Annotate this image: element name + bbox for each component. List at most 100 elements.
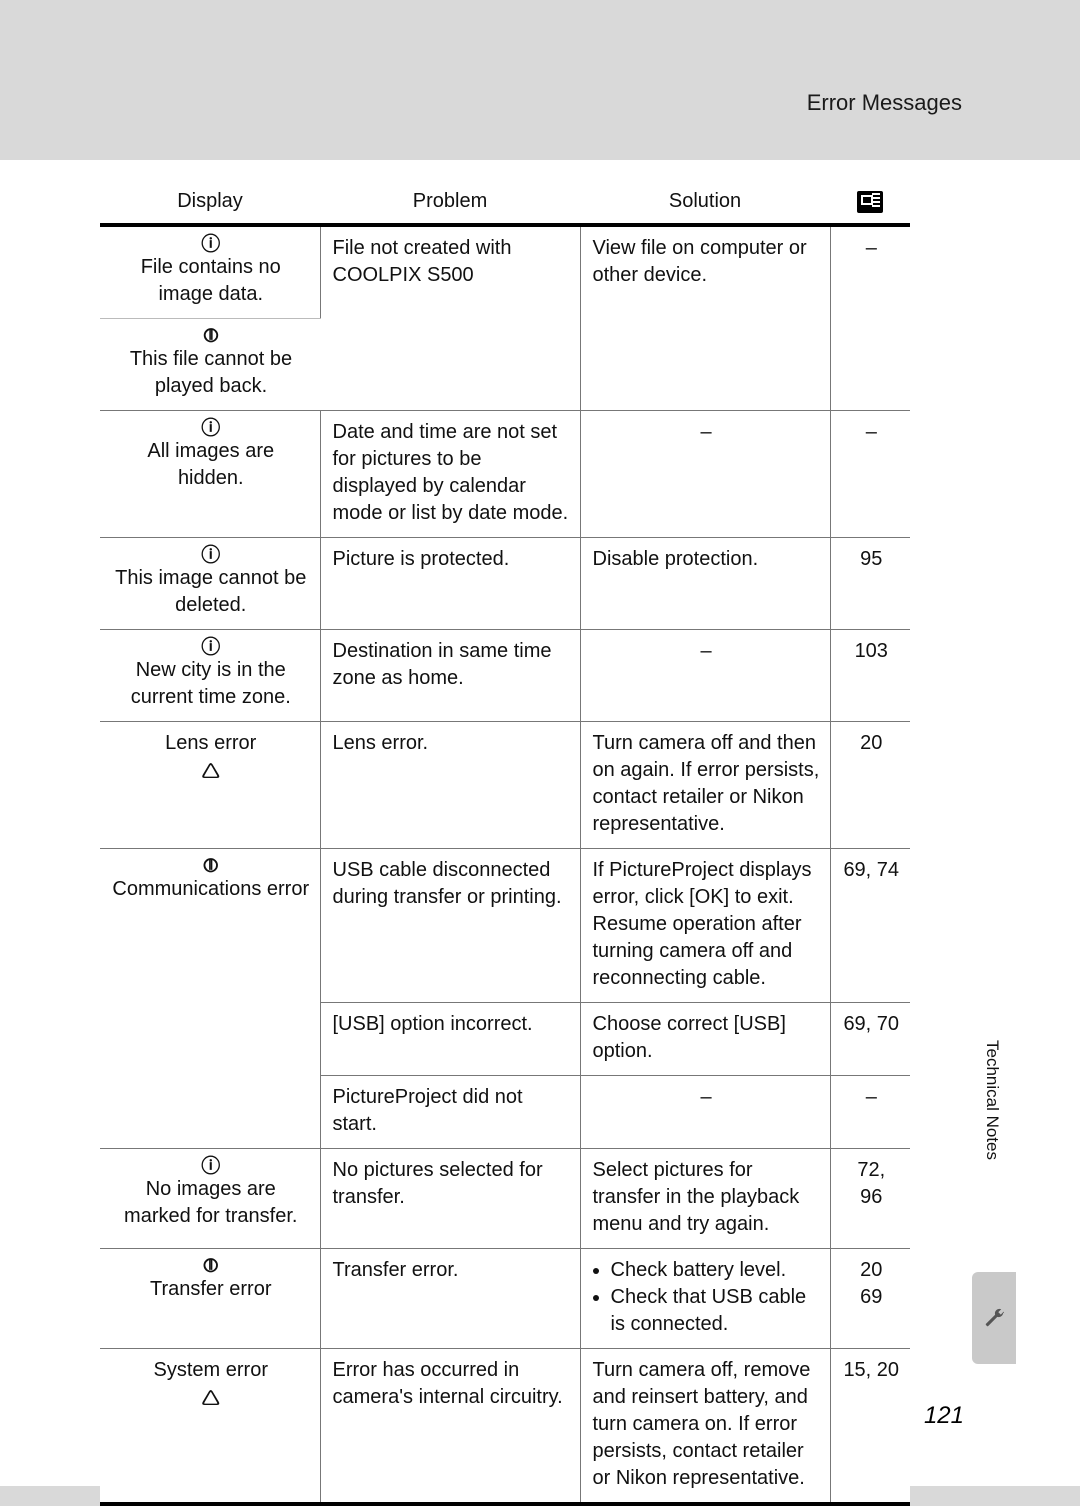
clock-icon [112,327,310,346]
table-row: System error Error has occurred in camer… [100,1349,910,1505]
ref-text: 103 [855,640,888,662]
solution-text: View file on computer or other device. [593,237,807,286]
ref-text: 69, 70 [843,1013,899,1035]
problem-text: Date and time are not set for pictures t… [333,421,569,524]
ref-cell: – [830,1076,910,1149]
problem-cell: Error has occurred in camera's internal … [320,1349,580,1505]
ref-text: 72, 96 [857,1159,885,1208]
problem-text: PictureProject did not start. [333,1086,523,1135]
ref-cell: 15, 20 [830,1349,910,1505]
info-icon [112,546,310,565]
solution-cell: – [580,1076,830,1149]
bullet-item: Check battery level. [611,1257,820,1284]
table-header-row: Display Problem Solution [100,180,910,225]
solution-cell: Choose correct [USB] option. [580,1003,830,1076]
solution-cell: Turn camera off, remove and reinsert bat… [580,1349,830,1505]
warning-icon [112,759,310,785]
info-icon [112,419,310,438]
display-text: New city is in the current time zone. [131,659,291,708]
solution-cell: – [580,411,830,538]
problem-cell: Lens error. [320,722,580,849]
bullet-item: Check that USB cable is connected. [611,1284,820,1338]
ref-text: 20 69 [860,1259,882,1308]
display-text: This file cannot be played back. [130,348,292,397]
solution-text: – [700,640,711,662]
ref-cell: 72, 96 [830,1149,910,1249]
problem-cell: PictureProject did not start. [320,1076,580,1149]
display-text: Lens error [165,732,256,754]
ref-text: 69, 74 [843,859,899,881]
display-cell: All images are hidden. [100,411,320,538]
clock-icon [112,1257,310,1276]
ref-cell: 103 [830,630,910,722]
solution-text: If PictureProject displays error, click … [593,859,812,989]
col-solution: Solution [580,180,830,225]
clock-icon [112,857,310,876]
side-tab-marker [972,1272,1016,1364]
problem-text: USB cable disconnected during transfer o… [333,859,562,908]
solution-cell: View file on computer or other device. [580,225,830,411]
solution-text: Select pictures for transfer in the play… [593,1159,800,1235]
display-text: All images are hidden. [147,440,274,489]
ref-cell: – [830,225,910,411]
problem-cell: Date and time are not set for pictures t… [320,411,580,538]
table-row: Communications error USB cable disconnec… [100,849,910,1003]
solution-text: – [700,421,711,443]
ref-text: 20 [860,732,882,754]
error-messages-table: Display Problem Solution File contains n… [100,180,890,1506]
solution-cell: Check battery level. Check that USB cabl… [580,1249,830,1349]
solution-text: Turn camera off, remove and reinsert bat… [593,1359,811,1489]
ref-text: – [866,1086,877,1108]
display-cell: Lens error [100,722,320,849]
page-number: 121 [924,1402,964,1430]
solution-text: Turn camera off and then on again. If er… [593,732,820,835]
display-cell: Transfer error [100,1249,320,1349]
display-text: File contains no image data. [141,256,281,305]
display-text: Communications error [112,878,309,900]
display-text: This image cannot be deleted. [115,567,306,616]
solution-text: Choose correct [USB] option. [593,1013,786,1062]
ref-cell: 20 69 [830,1249,910,1349]
display-cell: No images are marked for transfer. [100,1149,320,1249]
display-cell: New city is in the current time zone. [100,630,320,722]
problem-cell: USB cable disconnected during transfer o… [320,849,580,1003]
solution-text: Disable protection. [593,548,759,570]
problem-text: File not created with COOLPIX S500 [333,237,512,286]
table-row: File contains no image data. File not cr… [100,225,910,319]
problem-text: Destination in same time zone as home. [333,640,552,689]
table-row: Transfer error Transfer error. Check bat… [100,1249,910,1349]
section-title: Error Messages [807,90,962,116]
ref-text: 15, 20 [843,1359,899,1381]
problem-cell: [USB] option incorrect. [320,1003,580,1076]
memory-card-icon [857,191,883,213]
info-icon [112,235,310,254]
col-problem: Problem [320,180,580,225]
display-cell: This file cannot be played back. [100,319,320,411]
display-cell: System error [100,1349,320,1505]
solution-bullets: Check battery level. Check that USB cabl… [593,1257,820,1338]
display-cell: This image cannot be deleted. [100,538,320,630]
display-cell: File contains no image data. [100,225,320,319]
table-row: This image cannot be deleted. Picture is… [100,538,910,630]
display-text: No images are marked for transfer. [124,1178,297,1227]
col-reference-icon [830,180,910,225]
problem-cell: File not created with COOLPIX S500 [320,225,580,411]
solution-cell: Select pictures for transfer in the play… [580,1149,830,1249]
problem-cell: Destination in same time zone as home. [320,630,580,722]
solution-cell: If PictureProject displays error, click … [580,849,830,1003]
display-cell: Communications error [100,849,320,1149]
ref-cell: 20 [830,722,910,849]
problem-text: Lens error. [333,732,429,754]
warning-icon [112,1386,310,1412]
problem-cell: Transfer error. [320,1249,580,1349]
info-icon [112,638,310,657]
problem-text: No pictures selected for transfer. [333,1159,543,1208]
wrench-icon [983,1307,1005,1329]
ref-text: – [866,237,877,259]
display-text: Transfer error [150,1278,272,1300]
table-row: All images are hidden. Date and time are… [100,411,910,538]
display-text: System error [154,1359,268,1381]
problem-cell: Picture is protected. [320,538,580,630]
info-icon [112,1157,310,1176]
ref-text: 95 [860,548,882,570]
